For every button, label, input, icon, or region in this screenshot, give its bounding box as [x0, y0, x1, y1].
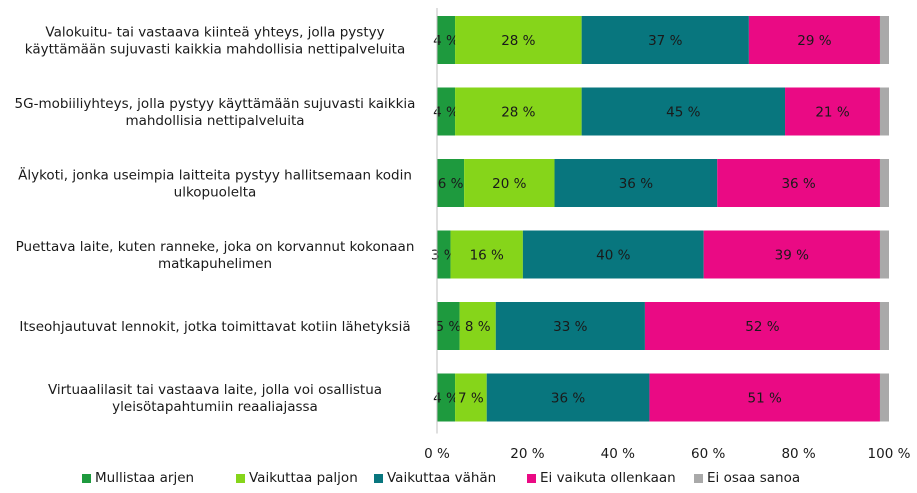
legend-label: Ei vaikuta ollenkaan	[540, 470, 676, 486]
legend-item: Mullistaa arjen	[82, 470, 194, 486]
bar-segment	[785, 87, 880, 136]
bar-data-label: 36 %	[551, 391, 585, 407]
bar-data-label: 28 %	[501, 33, 535, 49]
bar-data-label: 36 %	[619, 176, 653, 192]
bar-segment	[879, 159, 889, 207]
category-label: ulkopuolelta	[174, 185, 257, 201]
bar-segment	[437, 159, 465, 207]
legend-item: Ei osaa sanoa	[694, 470, 800, 486]
legend-swatch	[374, 473, 383, 483]
bar-data-label: 5 %	[435, 319, 461, 335]
bar-segment	[486, 373, 650, 422]
bar-segment	[522, 230, 704, 279]
bar-data-label: 40 %	[596, 248, 630, 264]
bar-segment	[437, 16, 456, 64]
bar-segment	[464, 159, 555, 207]
bar-data-label: 37 %	[648, 33, 682, 49]
bar-segment	[554, 159, 718, 207]
x-tick-label: 80 %	[781, 446, 815, 462]
bar-data-label: 33 %	[553, 319, 587, 335]
bar-segment	[437, 87, 456, 136]
category-label: Itseohjautuvat lennokit, jotka toimittav…	[19, 319, 410, 335]
x-tick-label: 40 %	[601, 446, 635, 462]
x-tick-label: 100 %	[868, 446, 911, 462]
category-label: mahdollisia nettipalveluita	[125, 113, 304, 129]
legend-item: Vaikuttaa paljon	[236, 470, 358, 486]
legend-item: Vaikuttaa vähän	[374, 470, 496, 486]
category-label: Virtuaalilasit tai vastaava laite, jolla…	[48, 382, 382, 398]
bar-segment	[649, 373, 880, 422]
legend-swatch	[694, 473, 703, 483]
category-label: Puettava laite, kuten ranneke, joka on k…	[16, 239, 415, 255]
bar-data-label: 20 %	[492, 176, 526, 192]
bar-segment	[455, 87, 582, 136]
bar-segment	[879, 302, 889, 350]
bar-segment	[437, 373, 456, 422]
bar-data-label: 21 %	[815, 105, 849, 121]
legend-swatch	[82, 473, 91, 483]
bar-data-label: 45 %	[666, 105, 700, 121]
bar-segment	[879, 16, 889, 64]
legend-label: Vaikuttaa vähän	[387, 470, 497, 486]
bar-data-label: 16 %	[470, 248, 504, 264]
bar-segment	[581, 87, 786, 136]
bar-data-label: 4 %	[433, 391, 459, 407]
legend-swatch	[236, 473, 245, 483]
bar-segment	[879, 373, 889, 422]
legend-swatch	[527, 473, 536, 483]
category-label: matkapuhelimen	[158, 256, 272, 272]
bar-segment	[450, 230, 523, 279]
category-label: yleisötapahtumiin reaaliajassa	[112, 399, 318, 415]
bar-segment	[455, 373, 487, 422]
legend-label: Ei osaa sanoa	[707, 470, 801, 486]
category-label: Älykoti, jonka useimpia laitteita pystyy…	[18, 166, 412, 184]
bar-segment	[879, 230, 889, 279]
bar-segment	[879, 87, 889, 136]
bar-data-label: 51 %	[748, 391, 782, 407]
chart-legend: Mullistaa arjen Vaikuttaa paljon Vaikuttaa…	[0, 470, 917, 490]
bar-segment	[455, 16, 582, 64]
bar-segment	[437, 302, 460, 350]
bar-data-label: 39 %	[775, 248, 809, 264]
legend-label: Vaikuttaa paljon	[249, 470, 358, 486]
category-label: 5G-mobiiliyhteys, jolla pystyy käyttämää…	[15, 96, 416, 112]
x-tick-label: 0 %	[424, 446, 450, 462]
bar-data-label: 7 %	[458, 391, 484, 407]
bar-data-label: 8 %	[465, 319, 491, 335]
bar-segment	[437, 230, 451, 279]
bar-data-label: 36 %	[781, 176, 815, 192]
bar-segment	[703, 230, 880, 279]
bar-segment	[644, 302, 880, 350]
bar-segment	[581, 16, 749, 64]
category-label: Valokuitu- tai vastaava kiinteä yhteys, …	[45, 25, 384, 41]
bar-segment	[495, 302, 645, 350]
x-tick-label: 20 %	[510, 446, 544, 462]
legend-item: Ei vaikuta ollenkaan	[527, 470, 676, 486]
legend-label: Mullistaa arjen	[95, 470, 195, 486]
bar-segment	[748, 16, 880, 64]
bar-segment	[717, 159, 880, 207]
category-label: käyttämään sujuvasti kaikkia mahdollisia…	[25, 42, 405, 58]
bar-data-label: 29 %	[797, 33, 831, 49]
bar-data-label: 6 %	[438, 176, 464, 192]
bar-data-label: 4 %	[433, 33, 459, 49]
x-tick-label: 60 %	[691, 446, 725, 462]
bar-segment	[459, 302, 496, 350]
bar-data-label: 52 %	[745, 319, 779, 335]
bar-data-label: 4 %	[433, 105, 459, 121]
bar-data-label: 28 %	[501, 105, 535, 121]
